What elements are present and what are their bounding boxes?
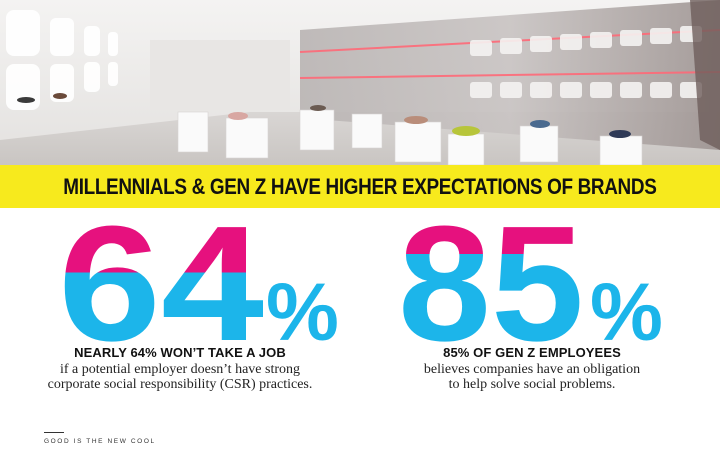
stat-64-number: 64 bbox=[58, 192, 264, 375]
store-interior-photo bbox=[0, 0, 720, 165]
store-interior-illustration bbox=[0, 0, 720, 165]
stat-85-number: 85 bbox=[398, 192, 584, 375]
banner-headline: MILLENNIALS & GEN Z HAVE HIGHER EXPECTAT… bbox=[63, 173, 657, 199]
stat-64-headline: NEARLY 64% WON’T TAKE A JOB bbox=[74, 345, 286, 360]
stat-85-body-line-2: to help solve social problems. bbox=[448, 377, 616, 392]
stat-64-body-line-1: if a potential employer doesn’t have str… bbox=[59, 362, 300, 377]
stat-64-body-line-2: corporate social responsibility (CSR) pr… bbox=[47, 377, 313, 392]
stat-64-percent: % bbox=[266, 267, 339, 358]
headline-banner: MILLENNIALS & GEN Z HAVE HIGHER EXPECTAT… bbox=[0, 165, 720, 208]
stat-85-body-line-1: believes companies have an obligation bbox=[423, 362, 641, 377]
stat-85-percent: % bbox=[590, 267, 663, 358]
stat-85-headline: 85% OF GEN Z EMPLOYEES bbox=[443, 345, 621, 360]
footer-rule bbox=[44, 432, 64, 433]
footer-text: GOOD IS THE NEW COOL bbox=[44, 438, 156, 445]
